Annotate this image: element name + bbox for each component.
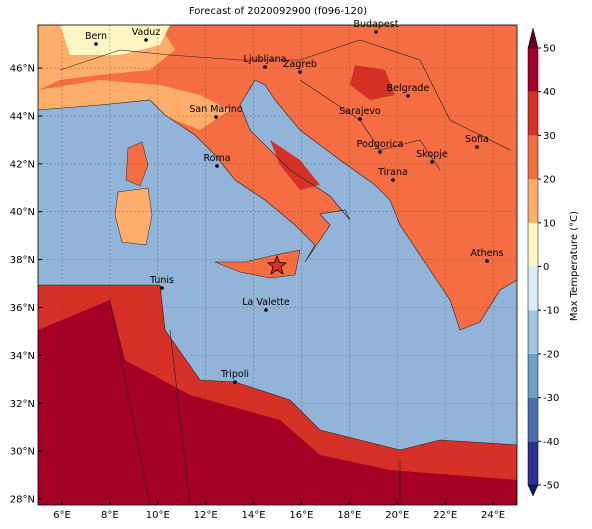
city-label: Zagreb <box>283 59 317 70</box>
city-dot <box>430 160 434 164</box>
x-tick-label: 16°E <box>289 510 313 521</box>
y-tick-label: 36°N <box>10 303 35 314</box>
city-label: Ljubljana <box>244 54 287 65</box>
city-label: Belgrade <box>387 83 430 94</box>
city-label: Tunis <box>149 275 174 286</box>
city-label: San Marino <box>189 104 242 115</box>
colorbar-tick-label: 10 <box>543 218 556 229</box>
city-dot <box>485 259 489 263</box>
city-dot <box>378 150 382 154</box>
city-label: Sofia <box>465 134 489 145</box>
city-label: Vaduz <box>132 27 161 38</box>
x-tick-label: 8°E <box>101 510 119 521</box>
city-dot <box>160 286 164 290</box>
y-tick-label: 34°N <box>10 351 35 362</box>
colorbar-under <box>527 484 539 497</box>
x-tick-label: 24°E <box>481 510 505 521</box>
colorbar-segment <box>528 397 538 442</box>
y-tick-label: 42°N <box>10 159 35 170</box>
colorbar-segment <box>528 441 538 485</box>
x-tick-label: 14°E <box>242 510 266 521</box>
colorbar-segment <box>528 310 538 354</box>
city-dot <box>144 38 148 42</box>
hot-spot <box>350 65 395 100</box>
colorbar-tick-label: 40 <box>543 87 556 98</box>
city-dot <box>215 164 219 168</box>
x-tick-label: 6°E <box>53 510 71 521</box>
city-label: Tirana <box>377 167 408 178</box>
colorbar-segment <box>528 91 538 136</box>
y-tick-label: 44°N <box>10 111 35 122</box>
city-dot <box>263 65 267 69</box>
hot-area <box>270 140 320 190</box>
colorbar-tick-label: 50 <box>543 44 556 55</box>
colorbar-label: Max Temperature (°C) <box>569 211 580 321</box>
city-label: Skopje <box>416 149 448 160</box>
x-tick-label: 18°E <box>337 510 361 521</box>
city-label: Athens <box>471 248 504 259</box>
city-label: Bern <box>85 31 107 42</box>
sardinia <box>114 187 153 246</box>
colorbar-tick-label: 20 <box>543 175 556 186</box>
y-tick-label: 38°N <box>10 255 35 266</box>
city-label: Podgorica <box>357 139 404 150</box>
city-dot <box>391 178 395 182</box>
x-tick-label: 20°E <box>385 510 409 521</box>
city-dot <box>298 70 302 74</box>
colorbar-segment <box>528 135 538 180</box>
y-tick-label: 40°N <box>10 207 35 218</box>
colorbar-segment <box>528 48 538 92</box>
x-tick-label: 12°E <box>194 510 218 521</box>
y-tick-label: 46°N <box>10 64 35 75</box>
swiss-region <box>60 25 170 55</box>
colorbar-tick-label: 0 <box>543 262 549 273</box>
city-label: Tripoli <box>220 369 249 380</box>
x-tick-label: 22°E <box>433 510 457 521</box>
y-tick-label: 30°N <box>10 447 35 458</box>
map-title: Forecast of 2020092900 (f096-120) <box>189 6 367 17</box>
city-dot <box>214 115 218 119</box>
colorbar-tick-label: -50 <box>543 481 559 492</box>
corsica <box>125 141 149 187</box>
colorbar-tick-label: -40 <box>543 437 559 448</box>
city-dot <box>233 380 237 384</box>
city-label: La Valette <box>242 297 290 308</box>
colorbar-tick-label: -30 <box>543 393 559 404</box>
colorbar-tick-label: -10 <box>543 306 559 317</box>
city-dot <box>358 117 362 121</box>
colorbar-tick-label: 30 <box>543 131 556 142</box>
y-tick-label: 32°N <box>10 399 35 410</box>
city-label: Roma <box>203 153 230 164</box>
x-tick-label: 10°E <box>146 510 170 521</box>
map-frame <box>37 24 518 506</box>
graticule <box>38 25 517 505</box>
colorbar-over <box>527 27 539 49</box>
colorbar-segment <box>528 266 538 311</box>
forecast-star <box>266 254 288 275</box>
city-dot <box>406 94 410 98</box>
city-label: Budapest <box>354 19 399 30</box>
city-label: Sarajevo <box>339 106 381 117</box>
colorbar-tick-label: -20 <box>543 349 559 360</box>
city-dot <box>374 30 378 34</box>
city-dot <box>264 308 268 312</box>
coastline <box>38 79 517 331</box>
city-dot <box>475 145 479 149</box>
colorbar-segment <box>528 353 538 398</box>
colorbar-segment <box>528 222 538 267</box>
country-borders <box>59 39 511 505</box>
city-dot <box>94 42 98 46</box>
colorbar-segment <box>528 179 538 223</box>
y-tick-label: 28°N <box>10 495 35 506</box>
